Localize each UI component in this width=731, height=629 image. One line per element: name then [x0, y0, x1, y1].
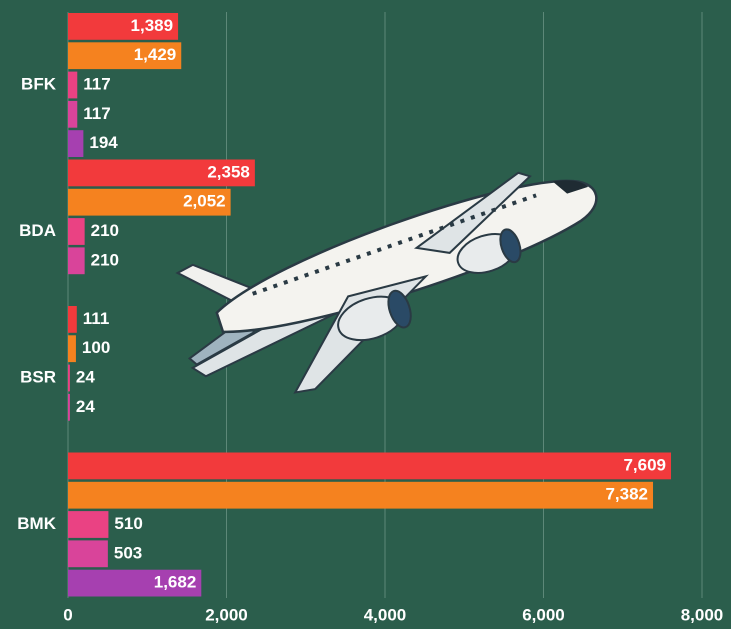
- labels: 0 2,000 4,000 6,000 8,000 BFK 1,389 1,429 117 117…: [17, 16, 723, 625]
- bar: [68, 364, 70, 392]
- value-label: 1,429: [134, 45, 177, 64]
- x-tick-label: 6,000: [522, 605, 565, 624]
- bar: [68, 130, 84, 157]
- bar: [68, 247, 85, 275]
- bar: [68, 452, 672, 480]
- bar: [68, 13, 179, 40]
- value-label: 510: [114, 514, 142, 533]
- value-label: 1,389: [131, 16, 174, 35]
- value-label: 7,382: [605, 485, 648, 504]
- x-tick-label: 2,000: [205, 605, 248, 624]
- value-label: 117: [83, 74, 110, 93]
- bar: [68, 540, 108, 568]
- y-tick-label: BDA: [19, 221, 56, 240]
- value-label: 210: [91, 221, 119, 240]
- airplane-illustration: [175, 171, 598, 394]
- bar: [68, 159, 255, 187]
- value-label: 503: [114, 543, 142, 562]
- bar: [68, 335, 76, 363]
- value-label: 111: [83, 309, 110, 328]
- bar: [68, 100, 78, 128]
- value-label: 1,682: [154, 573, 197, 592]
- value-label: 2,358: [207, 162, 250, 181]
- bar: [68, 218, 85, 245]
- bar: [68, 393, 70, 421]
- value-label: 117: [83, 104, 110, 123]
- y-tick-label: BSR: [20, 368, 56, 387]
- x-tick-label: 0: [63, 605, 72, 624]
- value-label: 24: [76, 367, 95, 386]
- value-label: 194: [89, 133, 118, 152]
- value-label: 7,609: [623, 455, 666, 474]
- bars: [68, 13, 672, 597]
- bar: [68, 481, 654, 509]
- bar: [68, 511, 109, 538]
- value-label: 210: [91, 250, 119, 269]
- value-label: 2,052: [183, 192, 226, 211]
- bar: [68, 188, 231, 216]
- value-label: 24: [76, 397, 95, 416]
- y-tick-label: BMK: [17, 514, 56, 533]
- y-tick-label: BFK: [21, 75, 57, 94]
- bar: [68, 569, 202, 597]
- x-tick-label: 8,000: [681, 605, 724, 624]
- bar: [68, 42, 182, 70]
- bar: [68, 306, 77, 333]
- x-tick-label: 4,000: [364, 605, 407, 624]
- value-label: 100: [82, 338, 110, 357]
- bar: [68, 71, 78, 99]
